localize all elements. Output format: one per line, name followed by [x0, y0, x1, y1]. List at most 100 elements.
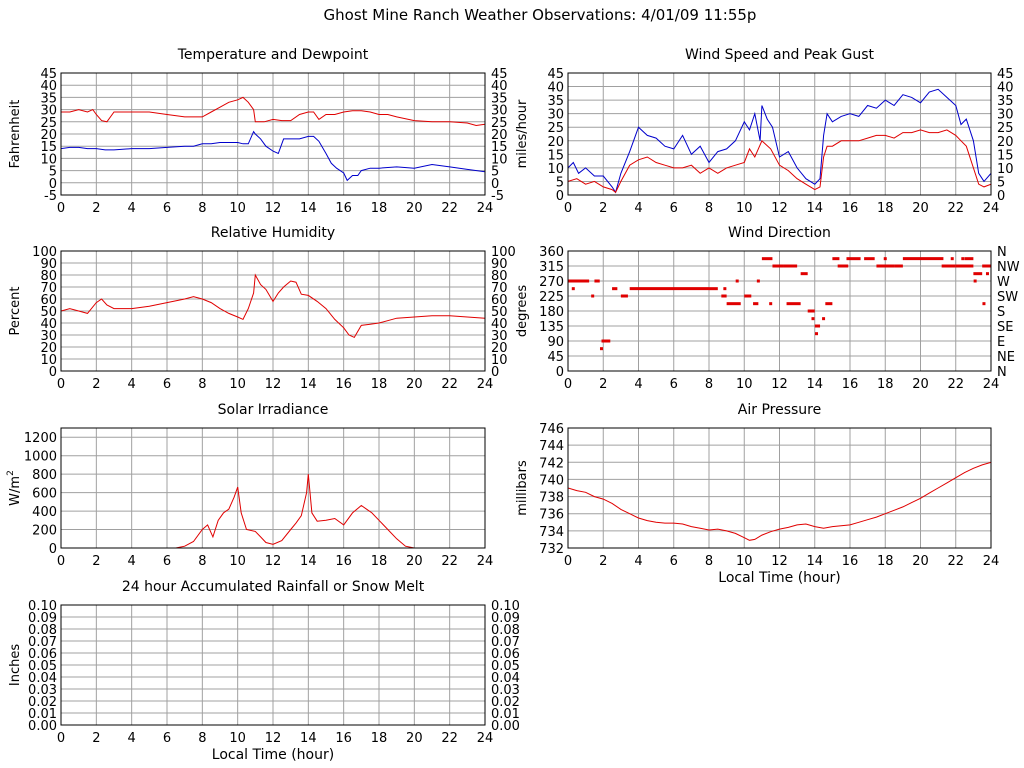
- x-tick-label: 22: [441, 554, 458, 569]
- x-tick-label: 8: [198, 377, 206, 392]
- x-tick-label: 18: [371, 377, 388, 392]
- y-axis-label: degrees: [515, 285, 530, 338]
- right-tick-label: N: [997, 365, 1007, 380]
- y-axis-label: millibars: [515, 460, 530, 516]
- wind-direction-point: [985, 272, 989, 276]
- series-line-0: [568, 461, 991, 541]
- x-tick-label: 14: [806, 377, 823, 392]
- y-tick-label: 10: [547, 162, 564, 177]
- x-tick-label: 16: [335, 731, 352, 746]
- y-tick-label: 0.10: [28, 599, 57, 614]
- y-tick-label: 0: [556, 189, 564, 204]
- right-tick-label: S: [997, 305, 1005, 320]
- x-tick-label: 22: [947, 554, 964, 569]
- right-tick-label: 0.02: [491, 695, 520, 710]
- y-axis-label: miles/hour: [515, 99, 530, 168]
- x-tick-label: 24: [983, 554, 1000, 569]
- right-tick-label: 0: [997, 189, 1005, 204]
- right-tick-label: 35: [491, 91, 508, 106]
- x-tick-label: 8: [198, 201, 206, 216]
- x-tick-label: 12: [771, 554, 788, 569]
- y-tick-label: 0.02: [28, 695, 57, 710]
- chart-title: Relative Humidity: [211, 225, 335, 241]
- y-tick-label: 800: [32, 468, 57, 483]
- x-tick-label: 22: [441, 731, 458, 746]
- y-tick-label: 225: [539, 290, 564, 305]
- x-tick-label: 24: [477, 201, 494, 216]
- x-tick-label: 24: [983, 377, 1000, 392]
- y-tick-label: 25: [40, 116, 57, 131]
- right-tick-label: 50: [491, 305, 508, 320]
- right-tick-label: 5: [997, 175, 1005, 190]
- y-tick-label: 180: [539, 305, 564, 320]
- y-tick-label: 744: [539, 439, 564, 454]
- x-tick-label: 22: [947, 201, 964, 216]
- right-tick-label: 25: [491, 116, 508, 131]
- y-tick-label: 10: [40, 353, 57, 368]
- right-tick-label: N: [997, 245, 1007, 260]
- wind-direction-point: [961, 257, 965, 261]
- y-tick-label: 35: [547, 94, 564, 109]
- wind-direction-point: [571, 287, 575, 291]
- x-axis-label: Local Time (hour): [718, 570, 840, 586]
- x-tick-label: 14: [806, 201, 823, 216]
- x-tick-label: 16: [842, 201, 859, 216]
- y-tick-label: 742: [539, 456, 564, 471]
- y-tick-label: 1200: [24, 431, 57, 446]
- right-tick-label: SE: [997, 320, 1013, 335]
- x-tick-label: 8: [198, 731, 206, 746]
- right-tick-label: 10: [491, 152, 508, 167]
- y-tick-label: 50: [40, 305, 57, 320]
- right-tick-label: 0.07: [491, 635, 520, 650]
- y-tick-label: 0.04: [28, 671, 57, 686]
- y-tick-label: 360: [539, 245, 564, 260]
- y-tick-label: 738: [539, 491, 564, 506]
- y-tick-label: 30: [40, 329, 57, 344]
- x-tick-label: 8: [705, 554, 713, 569]
- x-tick-label: 12: [265, 377, 282, 392]
- y-tick-label: 200: [32, 524, 57, 539]
- y-tick-label: 40: [40, 317, 57, 332]
- x-tick-label: 10: [229, 731, 246, 746]
- y-axis-label: W/m2: [6, 470, 23, 506]
- x-tick-label: 16: [335, 377, 352, 392]
- wind-direction-point: [723, 287, 727, 291]
- y-tick-label: 0: [49, 542, 57, 557]
- x-tick-label: 18: [877, 377, 894, 392]
- right-tick-label: 0.03: [491, 683, 520, 698]
- y-tick-label: 0.00: [28, 719, 57, 734]
- y-tick-label: 0.06: [28, 647, 57, 662]
- chart-title: Air Pressure: [738, 402, 821, 418]
- x-tick-label: 6: [163, 201, 171, 216]
- x-tick-label: 6: [670, 554, 678, 569]
- plot-frame: [60, 72, 486, 196]
- x-tick-label: 14: [300, 377, 317, 392]
- x-tick-label: 6: [163, 554, 171, 569]
- x-tick-label: 12: [265, 201, 282, 216]
- y-tick-label: 20: [40, 128, 57, 143]
- right-tick-label: 40: [997, 81, 1014, 96]
- right-tick-label: E: [997, 335, 1005, 350]
- y-tick-label: 40: [547, 81, 564, 96]
- y-tick-label: 25: [547, 121, 564, 136]
- y-tick-label: 600: [32, 487, 57, 502]
- chart-rain: 24 hour Accumulated Rainfall or Snow Mel…: [8, 579, 520, 763]
- x-tick-label: 4: [128, 731, 136, 746]
- y-tick-label: 270: [539, 275, 564, 290]
- x-tick-label: 2: [599, 554, 607, 569]
- plot-frame: [567, 72, 992, 196]
- right-tick-label: 30: [997, 108, 1014, 123]
- plot-frame: [567, 250, 992, 372]
- y-tick-label: 40: [40, 79, 57, 94]
- x-tick-label: 12: [771, 377, 788, 392]
- x-tick-label: 10: [229, 554, 246, 569]
- y-tick-label: 736: [539, 508, 564, 523]
- x-tick-label: 4: [634, 201, 642, 216]
- right-tick-label: 15: [491, 140, 508, 155]
- wind-direction-point: [950, 257, 954, 261]
- right-tick-label: 20: [491, 341, 508, 356]
